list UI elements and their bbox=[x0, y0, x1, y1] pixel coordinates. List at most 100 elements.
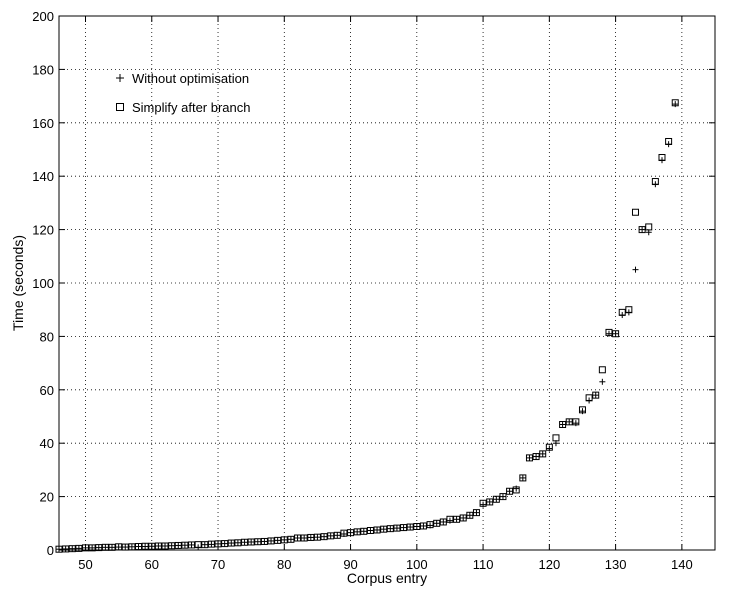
data-point-square bbox=[62, 545, 70, 553]
data-point-plus bbox=[188, 541, 195, 548]
data-point-plus bbox=[413, 523, 420, 530]
x-tick-label: 110 bbox=[473, 557, 494, 572]
data-point-square bbox=[426, 521, 434, 529]
data-point-square bbox=[413, 523, 421, 531]
data-point-plus bbox=[466, 512, 473, 519]
data-point-plus bbox=[407, 524, 414, 531]
x-axis-title: Corpus entry bbox=[347, 570, 427, 586]
data-point-square bbox=[241, 538, 249, 546]
data-point-square bbox=[492, 495, 500, 503]
data-point-square bbox=[280, 536, 288, 544]
data-point-square bbox=[254, 538, 262, 546]
data-point-plus bbox=[380, 526, 387, 533]
data-point-square bbox=[148, 542, 156, 550]
data-point-plus bbox=[526, 454, 533, 461]
data-point-square bbox=[174, 541, 182, 549]
y-tick-label: 200 bbox=[32, 9, 54, 24]
data-point-square bbox=[221, 540, 229, 548]
data-point-plus bbox=[175, 542, 182, 549]
data-point-square bbox=[75, 544, 83, 552]
data-point-plus bbox=[95, 544, 102, 551]
data-point-plus bbox=[321, 533, 328, 540]
data-point-plus bbox=[592, 392, 599, 399]
data-point-square bbox=[665, 137, 673, 145]
data-point-plus bbox=[473, 509, 480, 516]
data-point-square bbox=[360, 527, 368, 535]
data-point-plus bbox=[460, 514, 467, 521]
data-point-square bbox=[340, 529, 348, 537]
data-point-plus bbox=[632, 266, 639, 273]
data-point-square bbox=[479, 499, 487, 507]
y-tick-label: 160 bbox=[32, 116, 54, 131]
y-tick-label: 0 bbox=[47, 543, 54, 558]
data-point-plus bbox=[208, 541, 215, 548]
data-point-square bbox=[532, 453, 540, 461]
data-point-square bbox=[373, 526, 381, 534]
data-point-plus bbox=[89, 544, 96, 551]
data-point-plus bbox=[56, 546, 62, 553]
data-point-plus bbox=[241, 539, 248, 546]
data-point-plus bbox=[400, 524, 407, 531]
data-point-plus bbox=[499, 493, 506, 500]
legend-label-without-optimisation: Without optimisation bbox=[132, 71, 249, 86]
data-point-plus bbox=[287, 536, 294, 543]
data-point-square bbox=[433, 519, 441, 527]
legend-item-without-optimisation: Without optimisation bbox=[116, 71, 249, 86]
legend-item-simplify-after-branch: Simplify after branch bbox=[116, 100, 251, 115]
data-point-square bbox=[68, 545, 76, 553]
data-point-square bbox=[327, 532, 335, 540]
data-point-plus bbox=[599, 378, 606, 385]
y-tick-label: 140 bbox=[32, 169, 54, 184]
data-point-plus bbox=[128, 543, 135, 550]
data-point-plus bbox=[221, 540, 228, 547]
legend-marker-plus bbox=[116, 74, 124, 82]
data-point-plus bbox=[493, 496, 500, 503]
data-point-square bbox=[499, 493, 507, 501]
data-point-square bbox=[578, 406, 586, 414]
data-point-plus bbox=[148, 543, 155, 550]
data-point-square bbox=[207, 540, 215, 548]
data-point-square bbox=[320, 533, 328, 541]
data-point-square bbox=[333, 531, 341, 539]
data-point-plus bbox=[420, 522, 427, 529]
y-tick-label: 40 bbox=[40, 436, 54, 451]
data-point-square bbox=[592, 391, 600, 399]
data-marks bbox=[55, 99, 679, 553]
data-point-plus bbox=[122, 544, 129, 551]
data-point-plus bbox=[215, 540, 222, 547]
data-point-square bbox=[612, 330, 620, 338]
data-point-square bbox=[188, 541, 196, 549]
data-point-square bbox=[247, 538, 255, 546]
data-point-square bbox=[625, 306, 633, 314]
data-point-square bbox=[572, 418, 580, 426]
data-point-plus bbox=[268, 537, 275, 544]
data-point-square bbox=[141, 542, 149, 550]
data-point-plus bbox=[261, 538, 268, 545]
data-point-plus bbox=[201, 541, 208, 548]
data-point-plus bbox=[135, 543, 142, 550]
data-point-square bbox=[135, 543, 143, 551]
series-plus bbox=[56, 101, 679, 553]
y-tick-label: 100 bbox=[32, 276, 54, 291]
y-tick-label: 20 bbox=[40, 490, 54, 505]
data-point-plus bbox=[354, 528, 361, 535]
data-point-square bbox=[380, 525, 388, 533]
data-point-square bbox=[300, 534, 308, 542]
data-point-square bbox=[406, 523, 414, 531]
x-tick-label: 50 bbox=[78, 557, 92, 572]
y-tick-label: 180 bbox=[32, 62, 54, 77]
x-tick-label: 120 bbox=[538, 557, 560, 572]
data-point-plus bbox=[254, 538, 261, 545]
data-point-square bbox=[565, 418, 573, 426]
x-tick-label: 140 bbox=[671, 557, 693, 572]
data-point-square bbox=[154, 542, 162, 550]
data-point-plus bbox=[440, 518, 447, 525]
series-square bbox=[55, 99, 679, 553]
data-point-square bbox=[631, 208, 639, 216]
x-tick-label: 60 bbox=[145, 557, 159, 572]
data-point-square bbox=[393, 524, 401, 532]
data-point-plus bbox=[162, 542, 169, 549]
data-point-plus bbox=[102, 544, 109, 551]
y-axis-title: Time (seconds) bbox=[10, 235, 26, 331]
x-tick-label: 80 bbox=[277, 557, 291, 572]
